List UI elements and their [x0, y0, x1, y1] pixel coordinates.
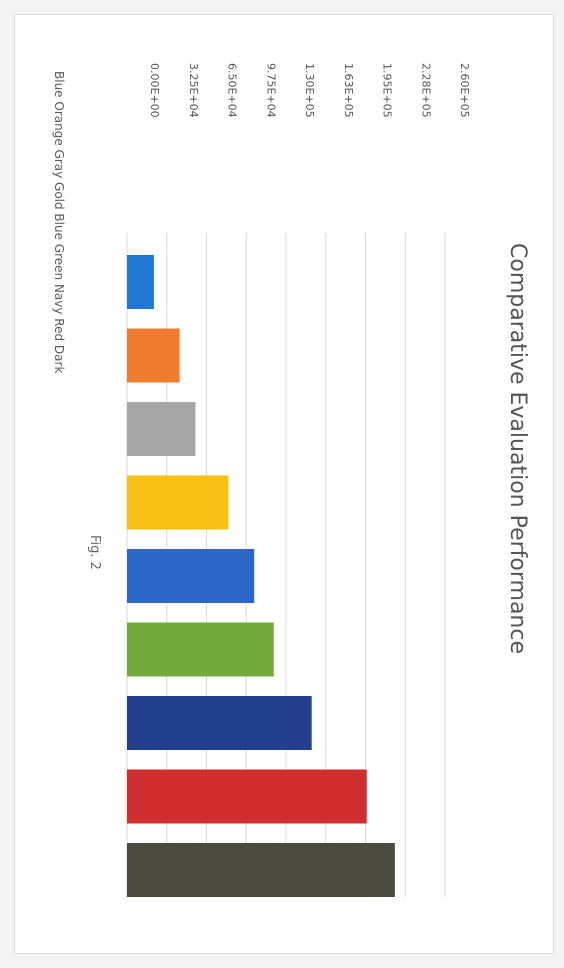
bar	[127, 843, 395, 897]
chart-title: Comparative Evaluation Performance	[505, 243, 530, 654]
tick-label: 6.50E+04	[226, 63, 239, 118]
bar	[127, 769, 367, 824]
tick-label: 0.00E+00	[148, 63, 161, 118]
legend-text: Blue Orange Gray Gold Blue Green Navy Re…	[52, 71, 66, 373]
bar-chart: 0.00E+00 3.25E+04 6.50E+04 9.75E+04 1.30E+05…	[52, 63, 530, 897]
bar	[127, 696, 312, 750]
bar	[127, 402, 196, 456]
bar	[127, 328, 180, 383]
bar	[127, 475, 229, 530]
chart-panel: 0.00E+00 3.25E+04 6.50E+04 9.75E+04 1.30E+05…	[14, 14, 554, 954]
tick-label: 1.95E+05	[381, 63, 394, 118]
chart-annotation: Fig. 2	[87, 535, 102, 570]
tick-label: 2.28E+05	[419, 63, 432, 118]
bar	[127, 622, 274, 677]
tick-label: 9.75E+04	[264, 63, 277, 118]
tick-label: 3.25E+04	[187, 63, 200, 118]
tick-label: 1.63E+05	[342, 63, 355, 118]
bar	[127, 549, 255, 603]
tick-label: 2.60E+05	[458, 63, 471, 118]
bar	[127, 255, 154, 309]
tick-label: 1.30E+05	[303, 63, 316, 118]
